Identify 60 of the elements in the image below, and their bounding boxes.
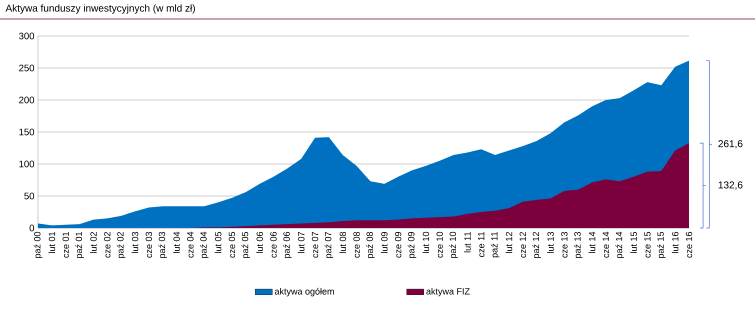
x-tick-label: cze 15 (644, 232, 651, 258)
text: 261,6 (718, 140, 742, 148)
x-tick-label: lut 01 (48, 232, 56, 253)
x-tick-label: lut 08 (339, 232, 346, 253)
x-tick-label: cze 08 (353, 232, 360, 258)
x-tick-label: cze 13 (561, 232, 568, 258)
legend-label: aktywa FIZ (426, 288, 470, 296)
x-tick-label: lut 16 (672, 232, 678, 253)
x-tick-label: paź 03 (158, 232, 167, 258)
y-tick-label: 0 (30, 224, 34, 232)
x-tick-label: lut 02 (90, 232, 97, 253)
x-tick-label: paź 05 (242, 232, 250, 258)
x-tick-label: paź 13 (574, 232, 582, 258)
x-tick-label: paź 06 (283, 232, 292, 258)
x-tick-label: paź 09 (408, 232, 416, 258)
y-tick-label: 150 (19, 128, 34, 136)
legend-label: aktywa ogółem (274, 288, 334, 296)
x-tick-label: paź 04 (200, 232, 208, 258)
x-tick-label: paź 12 (532, 232, 541, 258)
x-tick-label: paź 11 (490, 232, 500, 258)
x-tick-label: cze 12 (520, 232, 526, 258)
x-tick-label: cze 03 (146, 232, 152, 258)
x-tick-label: paź 14 (615, 232, 624, 258)
text: 132,6 (718, 181, 742, 190)
x-tick-label: cze 01 (62, 232, 69, 258)
y-tick-label: 50 (24, 192, 34, 200)
y-tick-label: 300 (18, 32, 34, 40)
x-tick-label: cze 02 (104, 232, 110, 258)
x-tick-label: lut 07 (298, 232, 304, 253)
x-tick-label: lut 03 (132, 232, 138, 253)
x-tick-label: cze 09 (394, 232, 402, 258)
x-tick-label: paź 07 (324, 232, 334, 258)
x-tick-label: paź 15 (657, 232, 666, 258)
x-tick-label: cze 07 (312, 232, 318, 258)
x-tick-label: lut 11 (464, 232, 471, 252)
x-tick-label: paź 00 (34, 232, 42, 258)
x-tick-label: paź 10 (449, 232, 458, 258)
x-tick-label: cze 10 (436, 232, 443, 258)
x-tick-label: lut 09 (380, 232, 388, 253)
x-tick-label: lut 12 (506, 232, 512, 253)
x-tick-label: cze 16 (686, 232, 692, 258)
y-tick-label: 200 (19, 96, 34, 104)
y-tick-label: 100 (19, 160, 34, 168)
x-tick-label: lut 04 (173, 232, 180, 253)
x-tick-label: cze 04 (187, 232, 194, 258)
x-tick-label: paź 08 (366, 232, 375, 258)
x-tick-label: lut 15 (630, 232, 637, 253)
x-tick-label: lut 10 (422, 232, 430, 253)
x-tick-label: lut 13 (547, 232, 554, 253)
y-tick-label: 250 (19, 64, 34, 72)
x-tick-label: cze 14 (602, 232, 610, 258)
x-tick-label: paź 01 (75, 232, 84, 258)
x-tick-label: cze 05 (228, 232, 236, 258)
x-tick-label: lut 05 (214, 232, 222, 253)
chart-title: Aktywa funduszy inwestycyjnych (w mld zł) (6, 4, 195, 14)
x-tick-label: lut 14 (588, 232, 596, 253)
x-tick-label: lut 06 (256, 232, 263, 253)
x-tick-label: paź 02 (116, 232, 126, 258)
x-tick-label: cze 06 (270, 232, 277, 258)
x-tick-label: cze 11 (478, 232, 484, 257)
